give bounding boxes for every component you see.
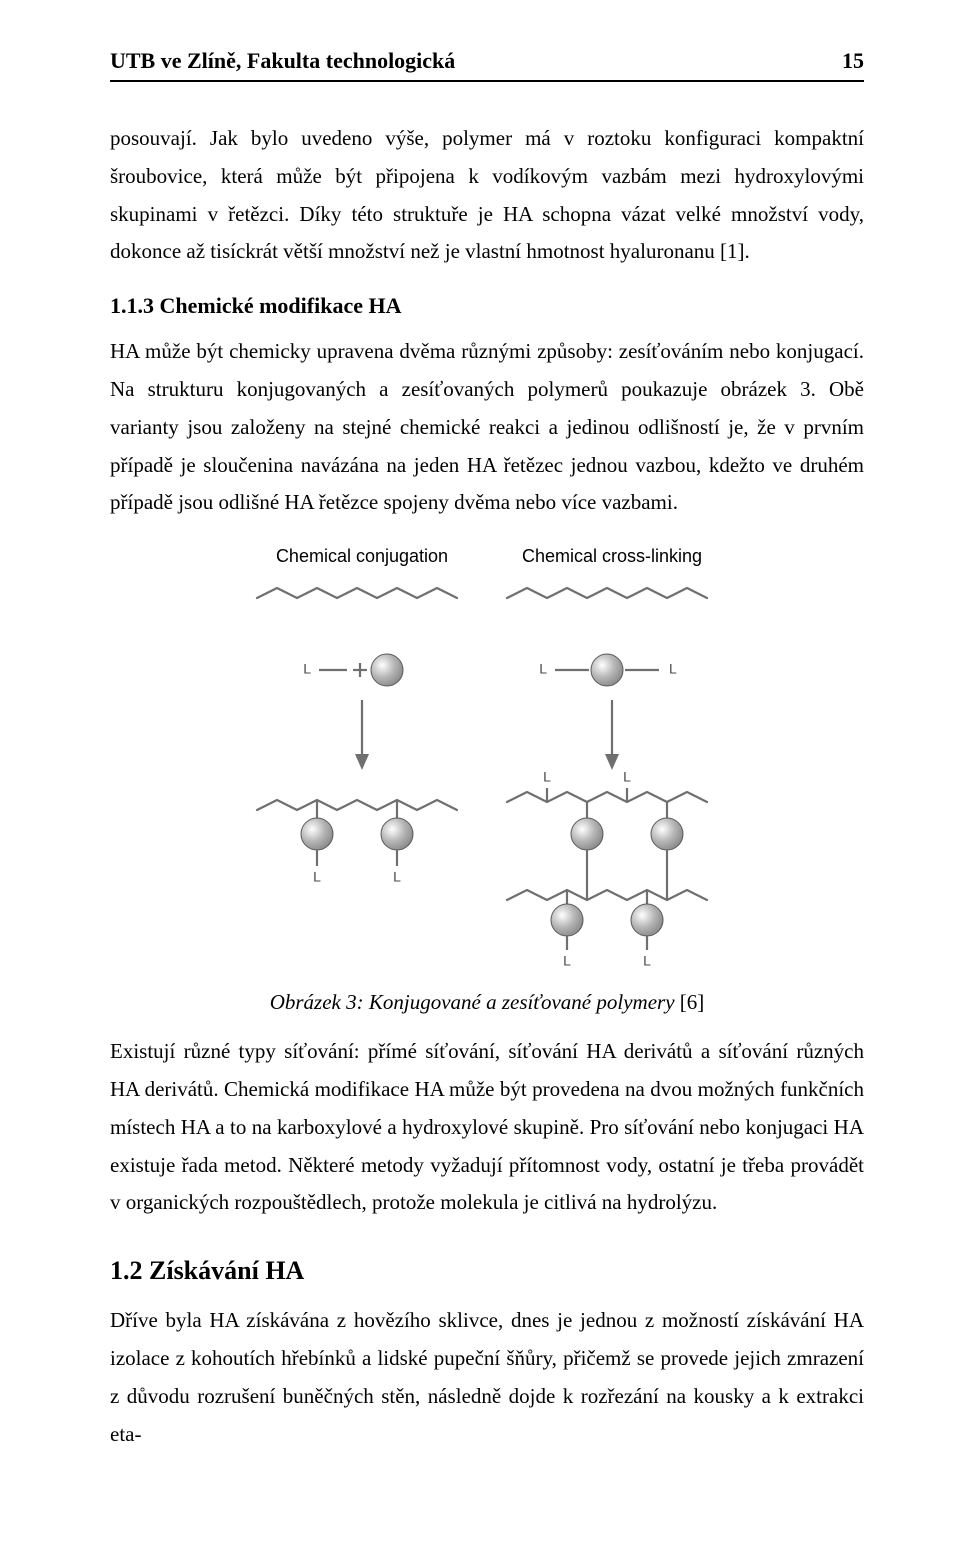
svg-text:L: L [563,953,571,969]
paragraph-2: HA může být chemicky upravena dvěma různ… [110,333,864,522]
svg-text:Chemical cross-linking: Chemical cross-linking [522,546,702,566]
subheading-1-1-3: 1.1.3 Chemické modifikace HA [110,293,864,319]
heading-1-2: 1.2 Získávání HA [110,1256,864,1286]
page: UTB ve Zlíně, Fakulta technologická 15 p… [0,0,960,1560]
caption-ref: [6] [675,990,705,1014]
header-institution: UTB ve Zlíně, Fakulta technologická [110,48,455,74]
paragraph-4: Dříve byla HA získávána z hovězího skliv… [110,1302,864,1453]
svg-text:L: L [313,869,321,885]
svg-text:L: L [543,769,551,785]
svg-text:Chemical conjugation: Chemical conjugation [276,546,448,566]
figure-3-caption: Obrázek 3: Konjugované a zesíťované poly… [110,990,864,1015]
svg-text:L: L [303,661,311,677]
figure-3: Chemical conjugation Chemical cross-linki… [110,540,864,980]
svg-text:L: L [669,661,677,677]
svg-text:L: L [623,769,631,785]
header-page-number: 15 [842,48,864,74]
page-header: UTB ve Zlíně, Fakulta technologická 15 [110,48,864,82]
caption-text: Obrázek 3: Konjugované a zesíťované poly… [270,990,675,1014]
figure-svg: Chemical conjugation Chemical cross-linki… [227,540,747,980]
svg-text:L: L [539,661,547,677]
paragraph-3: Existují různé typy síťování: přímé síťo… [110,1033,864,1222]
paragraph-1: posouvají. Jak bylo uvedeno výše, polyme… [110,120,864,271]
svg-text:L: L [643,953,651,969]
svg-text:L: L [393,869,401,885]
